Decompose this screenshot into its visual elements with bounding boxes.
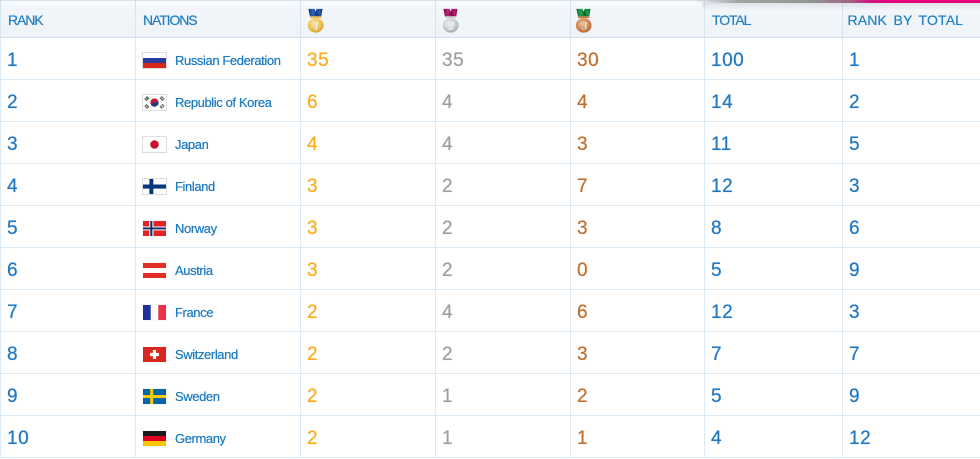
svg-text:1: 1 (313, 21, 318, 33)
svg-text:3: 3 (581, 21, 588, 33)
svg-text:2: 2 (448, 21, 455, 33)
